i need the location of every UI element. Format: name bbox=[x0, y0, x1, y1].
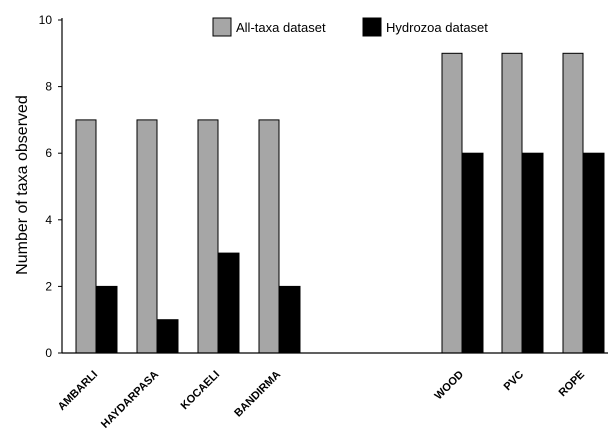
bar-pvc-series-1 bbox=[501, 52, 523, 354]
legend-label-series-1: All-taxa dataset bbox=[236, 20, 326, 35]
bar-wood-series-2 bbox=[462, 152, 484, 354]
bar-haydarpasa-series-2 bbox=[157, 319, 179, 354]
bar-pvc-series-2 bbox=[522, 152, 544, 354]
bar-bandirma-series-2 bbox=[279, 285, 301, 354]
y-tick-label: 10 bbox=[39, 13, 53, 27]
bar-haydarpasa-series-1 bbox=[136, 119, 158, 354]
y-tick-label: 6 bbox=[45, 146, 52, 160]
y-tick-label: 0 bbox=[45, 346, 52, 360]
y-tick-label: 4 bbox=[45, 213, 52, 227]
x-tick-label: AMBARLI bbox=[56, 369, 100, 413]
legend: All-taxa dataset Hydrozoa dataset bbox=[212, 17, 488, 37]
axes-group bbox=[61, 18, 608, 354]
y-axis-label: Number of taxa observed bbox=[14, 95, 31, 275]
bars-group bbox=[75, 52, 605, 354]
bar-bandirma-series-1 bbox=[258, 119, 280, 354]
legend-swatch-series-2 bbox=[362, 17, 382, 37]
legend-label-series-2: Hydrozoa dataset bbox=[386, 20, 488, 35]
x-tick-label: KOCAELI bbox=[179, 369, 222, 412]
y-tick-label: 2 bbox=[45, 279, 52, 293]
x-tick-label: BANDIRMA bbox=[232, 369, 283, 420]
bar-rope-series-2 bbox=[583, 152, 605, 354]
bar-kocaeli-series-2 bbox=[218, 252, 240, 354]
x-tick-label: PVC bbox=[502, 369, 527, 394]
y-ticks-group: 0 2 4 6 8 10 bbox=[39, 13, 62, 360]
bar-rope-series-1 bbox=[562, 52, 584, 354]
y-tick-label: 8 bbox=[45, 80, 52, 94]
bar-wood-series-1 bbox=[441, 52, 463, 354]
legend-swatch-series-1 bbox=[212, 17, 232, 37]
x-tick-label: ROPE bbox=[557, 369, 588, 400]
bar-ambarli-series-2 bbox=[96, 285, 118, 354]
bar-ambarli-series-1 bbox=[75, 119, 97, 354]
x-tick-label: HAYDARPASA bbox=[99, 369, 161, 431]
bar-kocaeli-series-1 bbox=[197, 119, 219, 354]
x-tick-label: WOOD bbox=[433, 369, 467, 403]
